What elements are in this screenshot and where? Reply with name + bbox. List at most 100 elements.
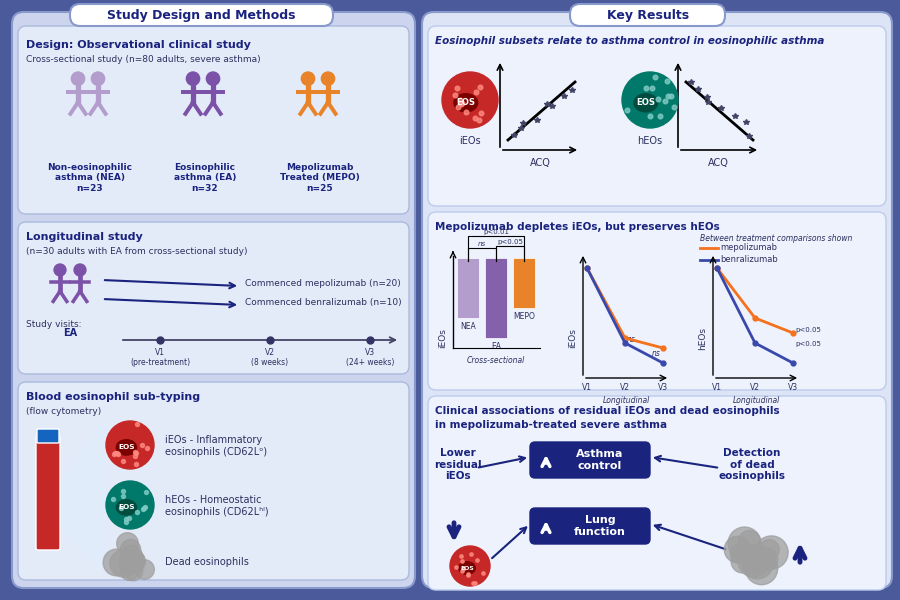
Circle shape: [71, 72, 85, 85]
Text: eosinophils (CD62Lʰᴵ): eosinophils (CD62Lʰᴵ): [165, 507, 268, 517]
Text: hEOs - Homeostatic: hEOs - Homeostatic: [165, 495, 262, 505]
Text: Design: Observational clinical study: Design: Observational clinical study: [26, 40, 251, 50]
Text: Mepolizumab depletes iEOs, but preserves hEOs: Mepolizumab depletes iEOs, but preserves…: [435, 222, 720, 232]
Text: Longitudinal study: Longitudinal study: [26, 232, 143, 242]
FancyBboxPatch shape: [36, 436, 60, 550]
Circle shape: [442, 72, 498, 128]
Ellipse shape: [634, 93, 659, 113]
Text: Longitudinal: Longitudinal: [602, 396, 650, 405]
Polygon shape: [60, 420, 105, 570]
Text: Clinical associations of residual iEOs and dead eosinophils: Clinical associations of residual iEOs a…: [435, 406, 779, 416]
Text: Non-eosinophilic
asthma (NEA)
n=23: Non-eosinophilic asthma (NEA) n=23: [48, 163, 132, 193]
Text: Commenced benralizumab (n=10): Commenced benralizumab (n=10): [245, 298, 401, 307]
Text: Study Design and Methods: Study Design and Methods: [107, 8, 295, 22]
Text: V3: V3: [788, 383, 798, 392]
Text: V2
(8 weeks): V2 (8 weeks): [251, 348, 289, 367]
Text: ACQ: ACQ: [707, 158, 728, 168]
Circle shape: [106, 421, 154, 469]
FancyBboxPatch shape: [12, 12, 415, 588]
Text: Mepolizumab
Treated (MEPO)
n=25: Mepolizumab Treated (MEPO) n=25: [280, 163, 360, 193]
FancyBboxPatch shape: [428, 26, 886, 206]
Text: Longitudinal: Longitudinal: [733, 396, 779, 405]
Circle shape: [450, 546, 490, 586]
Text: EOS: EOS: [456, 98, 475, 107]
Text: V1
(pre-treatment): V1 (pre-treatment): [130, 348, 190, 367]
FancyBboxPatch shape: [428, 396, 886, 590]
Text: iEOs: iEOs: [438, 328, 447, 348]
Text: iEOs: iEOs: [569, 328, 578, 348]
Text: EOS: EOS: [460, 565, 474, 571]
FancyBboxPatch shape: [18, 26, 409, 214]
Text: in mepolizumab-treated severe asthma: in mepolizumab-treated severe asthma: [435, 420, 667, 430]
Ellipse shape: [454, 93, 479, 113]
Circle shape: [302, 72, 315, 85]
FancyBboxPatch shape: [530, 442, 650, 478]
Ellipse shape: [458, 561, 476, 575]
Text: V2: V2: [620, 383, 630, 392]
Ellipse shape: [115, 499, 137, 516]
Text: Eosinophilic
asthma (EA)
n=32: Eosinophilic asthma (EA) n=32: [174, 163, 236, 193]
FancyBboxPatch shape: [428, 212, 886, 390]
Text: Between treatment comparisons shown: Between treatment comparisons shown: [700, 234, 852, 243]
Circle shape: [74, 264, 86, 276]
Text: EOS: EOS: [118, 445, 135, 451]
Text: (n=30 adults with EA from cross-sectional study): (n=30 adults with EA from cross-sectiona…: [26, 247, 248, 256]
Text: ns: ns: [478, 241, 486, 247]
Text: Cross-sectional study (n=80 adults, severe asthma): Cross-sectional study (n=80 adults, seve…: [26, 55, 261, 64]
Circle shape: [186, 72, 200, 85]
Text: Eosinophil subsets relate to asthma control in eosinophilic asthma: Eosinophil subsets relate to asthma cont…: [435, 36, 824, 46]
Text: ns: ns: [627, 335, 636, 344]
Text: mepolizumab: mepolizumab: [720, 244, 777, 253]
Text: Asthma
control: Asthma control: [576, 449, 624, 471]
Text: (flow cytometry): (flow cytometry): [26, 407, 101, 416]
Text: p<0.01: p<0.01: [483, 229, 509, 235]
Text: p<0.05: p<0.05: [795, 341, 821, 347]
Text: ns: ns: [652, 349, 661, 358]
Text: Commenced mepolizumab (n=20): Commenced mepolizumab (n=20): [245, 278, 400, 287]
Text: iEOs: iEOs: [459, 136, 481, 146]
FancyBboxPatch shape: [70, 4, 333, 26]
FancyBboxPatch shape: [5, 5, 895, 595]
Text: Cross-sectional: Cross-sectional: [467, 356, 525, 365]
FancyBboxPatch shape: [37, 429, 59, 443]
FancyBboxPatch shape: [18, 382, 409, 580]
Text: V1: V1: [582, 383, 592, 392]
Text: hEOs: hEOs: [698, 326, 707, 349]
Text: V1: V1: [712, 383, 722, 392]
Text: Study visits:: Study visits:: [26, 320, 82, 329]
Text: V2: V2: [750, 383, 760, 392]
Text: EOS: EOS: [636, 98, 655, 107]
Text: benralizumab: benralizumab: [720, 256, 778, 265]
Text: MEPO: MEPO: [513, 312, 535, 321]
FancyBboxPatch shape: [18, 222, 409, 374]
Text: p<0.05: p<0.05: [795, 327, 821, 333]
FancyBboxPatch shape: [422, 12, 892, 588]
Bar: [513, 258, 535, 308]
Text: EA: EA: [63, 328, 77, 338]
Text: V3
(24+ weeks): V3 (24+ weeks): [346, 348, 394, 367]
Text: Dead eosinophils: Dead eosinophils: [165, 557, 249, 567]
Bar: [457, 258, 479, 318]
Circle shape: [206, 72, 220, 85]
Circle shape: [622, 72, 678, 128]
Text: ACQ: ACQ: [529, 158, 551, 168]
Circle shape: [106, 481, 154, 529]
Text: Lower
residual
iEOs: Lower residual iEOs: [434, 448, 482, 481]
Circle shape: [321, 72, 335, 85]
FancyBboxPatch shape: [530, 508, 650, 544]
Text: Detection
of dead
eosinophils: Detection of dead eosinophils: [718, 448, 786, 481]
Text: hEOs: hEOs: [637, 136, 662, 146]
Text: Lung
function: Lung function: [574, 515, 626, 537]
FancyBboxPatch shape: [570, 4, 725, 26]
Bar: [485, 258, 507, 338]
Ellipse shape: [115, 439, 137, 456]
Circle shape: [92, 72, 104, 85]
Text: Key Results: Key Results: [607, 8, 689, 22]
Text: EA: EA: [491, 342, 501, 351]
Text: V3: V3: [658, 383, 668, 392]
Text: iEOs - Inflammatory: iEOs - Inflammatory: [165, 435, 262, 445]
Text: EOS: EOS: [118, 505, 135, 511]
Text: eosinophils (CD62Lᵒ): eosinophils (CD62Lᵒ): [165, 447, 267, 457]
Text: Blood eosinophil sub-typing: Blood eosinophil sub-typing: [26, 392, 200, 402]
Text: p<0.05: p<0.05: [497, 239, 523, 245]
